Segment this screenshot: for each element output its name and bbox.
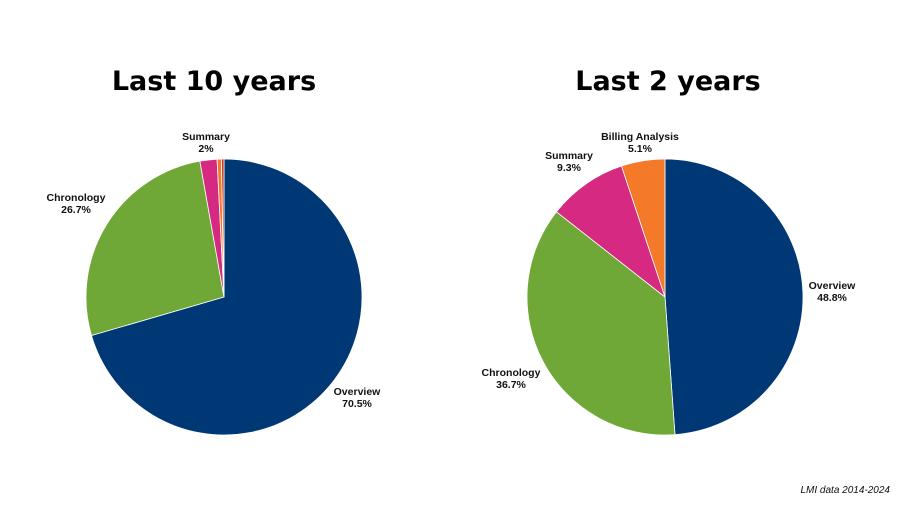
slice-label-value: 5.1% — [628, 143, 653, 155]
pie-chart-2: Last 2 years Overview 48.8% Chronology 36.7%… — [482, 66, 857, 436]
slice-label-value: 26.7% — [61, 204, 91, 216]
slice-label-value: 2% — [198, 143, 214, 155]
slice-label-value: 36.7% — [496, 379, 526, 391]
slice-label-overview: Overview 70.5% — [334, 386, 382, 410]
pie-chart-1: Last 10 years Overview 70.5% Chronology 26.7… — [47, 66, 382, 436]
chart-title: Last 2 years — [575, 66, 761, 97]
slice-label-value: 48.8% — [817, 292, 847, 304]
pie-slice-slice-4 — [220, 158, 225, 298]
slice-label-name: Summary — [545, 150, 593, 162]
slice-label-summary: Summary 2% — [182, 131, 230, 155]
slice-label-name: Chronology — [47, 192, 106, 204]
footnote: LMI data 2014-2024 — [800, 485, 890, 496]
slice-label-name: Summary — [182, 131, 230, 143]
chart-title: Last 10 years — [112, 66, 316, 97]
slice-label-name: Overview — [334, 386, 382, 398]
pie-slice-overview — [90, 158, 363, 436]
pie-slice-billing-analysis — [620, 158, 666, 298]
slice-label-chronology: Chronology 36.7% — [482, 367, 541, 391]
pie-slice-chronology — [85, 160, 225, 336]
slice-label-chronology: Chronology 26.7% — [47, 192, 106, 216]
slice-label-name: Billing Analysis — [601, 131, 679, 143]
slice-label-value: 9.3% — [557, 162, 582, 174]
pie-slice-overview — [664, 158, 804, 436]
pie-slice-chronology — [526, 211, 676, 436]
slice-label-billing-analysis: Billing Analysis 5.1% — [601, 131, 679, 155]
slice-label-summary: Summary 9.3% — [545, 150, 593, 174]
slice-label-name: Chronology — [482, 367, 541, 379]
slice-label-overview: Overview 48.8% — [809, 280, 857, 304]
slice-label-value: 70.5% — [342, 398, 372, 410]
slice-label-name: Overview — [809, 280, 857, 292]
pie-slice-summary — [555, 165, 666, 299]
